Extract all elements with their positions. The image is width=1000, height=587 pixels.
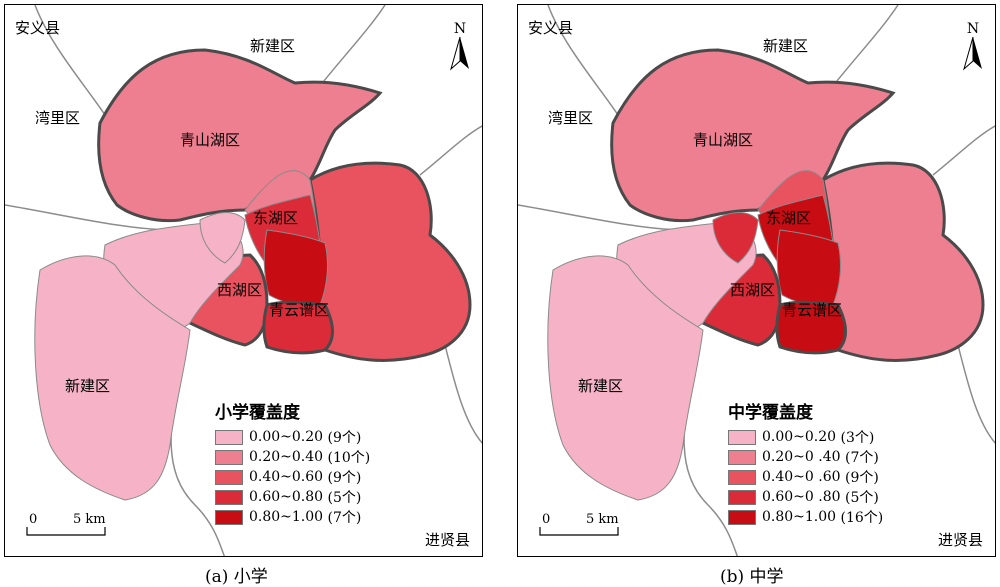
legend-count: (7个) — [844, 450, 879, 466]
label-wanli: 湾里区 — [35, 109, 81, 127]
legend-count: (5个) — [844, 490, 879, 506]
north-label: N — [967, 21, 979, 37]
label-anyi: 安义县 — [528, 19, 574, 37]
legend-swatch — [215, 489, 243, 505]
legend-count: (9个) — [844, 470, 879, 486]
legend-item: 0.40~0.60 (9个) — [215, 467, 370, 487]
legend-range: 0.40~0.60 — [249, 469, 324, 485]
river-line — [444, 344, 482, 444]
river-line — [419, 125, 482, 176]
label-wanli: 湾里区 — [548, 109, 594, 127]
label-xihu: 西湖区 — [730, 281, 776, 299]
legend-swatch — [728, 449, 756, 465]
north-label: N — [454, 21, 466, 37]
label-qingyunpu: 青云谱区 — [782, 301, 843, 319]
choropleth-map — [5, 5, 482, 556]
district-core — [263, 229, 328, 306]
map-panel-primary: 安义县 新建区 湾里区 青山湖区 东湖区 西湖区 青云谱区 新建区 进贤县 N … — [4, 4, 483, 557]
label-qingshanhu: 青山湖区 — [180, 131, 241, 149]
legend-item: 0.80~1.00 (7个) — [215, 507, 370, 527]
district-xinjian-sw — [547, 255, 704, 501]
legend-range: 0.00~0.20 — [762, 429, 837, 445]
district-qingshanhu — [97, 48, 383, 223]
legend-swatch — [728, 469, 756, 485]
scale-distance: 5 km — [73, 512, 106, 527]
legend-range: 0.80~1.00 — [762, 509, 837, 525]
legend-count: (10个) — [327, 450, 371, 466]
north-arrow-icon: N — [963, 21, 982, 71]
label-donghu: 东湖区 — [253, 209, 299, 227]
district-core — [776, 229, 841, 306]
label-anyi: 安义县 — [15, 19, 61, 37]
label-jinxian: 进贤县 — [425, 531, 471, 549]
legend-swatch — [215, 449, 243, 465]
district-qingyunpu — [262, 300, 334, 355]
legend-range: 0.60~0 .80 — [762, 489, 841, 505]
legend-count: (3个) — [840, 430, 875, 446]
label-xinjian-southwest: 新建区 — [65, 377, 111, 395]
label-xihu: 西湖区 — [217, 281, 263, 299]
legend: 中学覆盖度 0.00~0.20 (3个) 0.20~0 .40 (7个) 0.4… — [728, 398, 883, 527]
legend-item: 0.00~0.20 (9个) — [215, 427, 370, 447]
scale-zero: 0 — [29, 512, 37, 527]
label-jinxian: 进贤县 — [938, 531, 984, 549]
legend-count: (9个) — [327, 430, 362, 446]
legend-swatch — [215, 509, 243, 525]
legend-count: (9个) — [327, 470, 362, 486]
legend-item: 0.40~0 .60 (9个) — [728, 467, 883, 487]
legend-item: 0.60~0 .80 (5个) — [728, 487, 883, 507]
district-small-light — [712, 212, 759, 264]
legend-swatch — [728, 429, 756, 445]
legend-range: 0.80~1.00 — [249, 509, 324, 525]
scale-zero: 0 — [542, 512, 550, 527]
legend-item: 0.80~1.00 (16个) — [728, 507, 883, 527]
legend-range: 0.20~0.40 — [249, 449, 324, 465]
legend-item: 0.20~0.40 (10个) — [215, 447, 370, 467]
legend-title: 中学覆盖度 — [728, 403, 813, 423]
district-qingyunpu — [775, 300, 847, 355]
label-donghu: 东湖区 — [766, 209, 812, 227]
legend-count: (7个) — [327, 510, 362, 526]
river-line — [932, 125, 995, 176]
label-qingshanhu: 青山湖区 — [693, 131, 754, 149]
legend-swatch — [215, 429, 243, 445]
legend-range: 0.60~0.80 — [249, 489, 324, 505]
district-small-light — [199, 212, 246, 264]
label-xinjian-southwest: 新建区 — [578, 377, 624, 395]
district-qingshanhu — [610, 48, 896, 223]
legend: 小学覆盖度 0.00~0.20 (9个) 0.20~0.40 (10个) 0.4… — [215, 398, 370, 527]
legend-swatch — [728, 509, 756, 525]
legend-swatch — [728, 489, 756, 505]
scale-bar: 0 5 km — [26, 512, 106, 536]
legend-title: 小学覆盖度 — [215, 403, 300, 423]
district-xinjian-sw — [34, 255, 191, 501]
caption-panel-b: (b) 中学 — [720, 567, 784, 587]
legend-count: (5个) — [327, 490, 362, 506]
label-xinjian-north: 新建区 — [250, 37, 296, 55]
label-xinjian-north: 新建区 — [763, 37, 809, 55]
map-panel-secondary: 安义县 新建区 湾里区 青山湖区 东湖区 西湖区 青云谱区 新建区 进贤县 N … — [517, 4, 996, 557]
legend-item: 0.20~0 .40 (7个) — [728, 447, 883, 467]
legend-range: 0.40~0 .60 — [762, 469, 841, 485]
label-qingyunpu: 青云谱区 — [269, 301, 330, 319]
caption-panel-a: (a) 小学 — [205, 567, 268, 587]
legend-swatch — [215, 469, 243, 485]
scale-bar: 0 5 km — [539, 512, 619, 536]
legend-item: 0.60~0.80 (5个) — [215, 487, 370, 507]
north-arrow-icon: N — [450, 21, 469, 71]
legend-item: 0.00~0.20 (3个) — [728, 427, 883, 447]
legend-range: 0.00~0.20 — [249, 429, 324, 445]
choropleth-map — [518, 5, 995, 556]
scale-distance: 5 km — [586, 512, 619, 527]
legend-count: (16个) — [840, 510, 884, 526]
legend-range: 0.20~0 .40 — [762, 449, 841, 465]
river-line — [957, 344, 995, 444]
